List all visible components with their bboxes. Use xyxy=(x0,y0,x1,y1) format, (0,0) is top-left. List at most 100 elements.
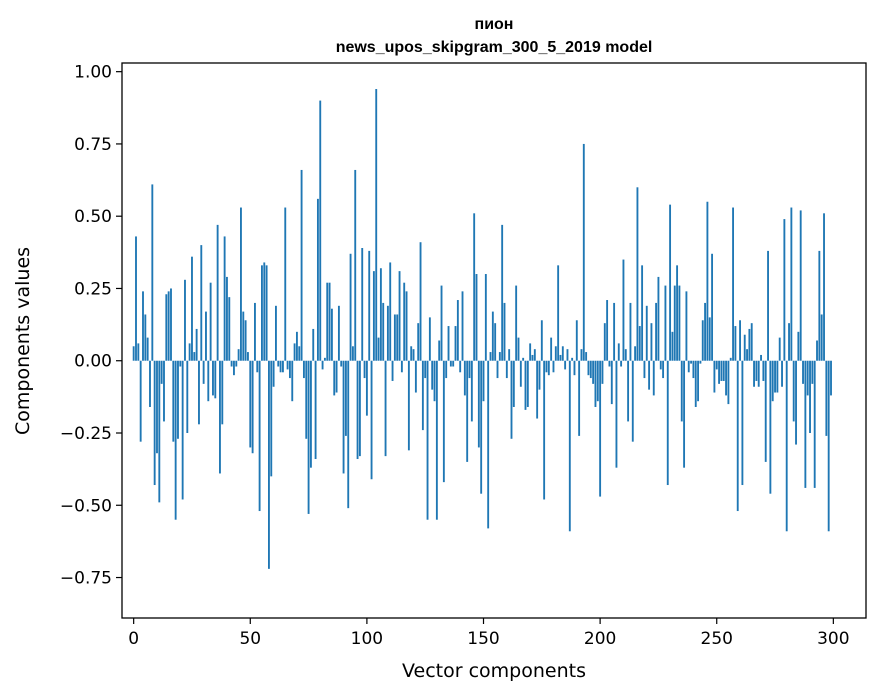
bar-62 xyxy=(277,360,280,367)
bar-1 xyxy=(135,236,137,361)
x-axis-label: Vector components xyxy=(402,660,586,682)
bar-213 xyxy=(629,302,632,361)
bar-33 xyxy=(209,282,212,361)
bar-290 xyxy=(809,360,811,433)
bar-285 xyxy=(797,331,800,361)
bar-198 xyxy=(594,360,597,407)
bar-259 xyxy=(736,360,739,512)
bar-177 xyxy=(545,360,548,373)
bar-37 xyxy=(219,360,221,474)
bar-156 xyxy=(496,360,499,379)
bar-248 xyxy=(711,253,714,361)
bar-151 xyxy=(484,274,487,361)
bar-139 xyxy=(456,300,459,361)
bar-20 xyxy=(179,360,182,367)
bar-137 xyxy=(452,360,455,367)
bars-group xyxy=(132,89,832,569)
bar-112 xyxy=(393,314,396,361)
bar-142 xyxy=(463,360,466,396)
bar-130 xyxy=(435,360,438,520)
bar-228 xyxy=(664,285,667,361)
bar-262 xyxy=(743,334,746,361)
bar-254 xyxy=(725,360,727,396)
bar-267 xyxy=(755,360,758,381)
bar-154 xyxy=(491,311,494,361)
bar-117 xyxy=(405,291,408,361)
bar-78 xyxy=(314,360,317,460)
bar-222 xyxy=(650,323,653,361)
bar-5 xyxy=(144,314,147,361)
bar-116 xyxy=(403,282,406,361)
bar-294 xyxy=(818,250,821,361)
bar-134 xyxy=(445,360,448,379)
bar-30 xyxy=(202,360,205,384)
bar-266 xyxy=(753,360,755,387)
bar-291 xyxy=(811,360,814,384)
bar-192 xyxy=(580,349,583,361)
bar-182 xyxy=(557,265,560,361)
bar-10 xyxy=(156,360,158,454)
bar-49 xyxy=(247,352,249,361)
bar-226 xyxy=(659,360,662,370)
bar-158 xyxy=(501,224,504,361)
bar-299 xyxy=(830,360,832,396)
bar-181 xyxy=(554,346,557,361)
bar-250 xyxy=(715,360,718,370)
bar-231 xyxy=(671,331,674,361)
bar-234 xyxy=(678,285,681,361)
bar-188 xyxy=(571,357,574,361)
bar-86 xyxy=(333,360,336,396)
bar-172 xyxy=(533,349,536,361)
bar-260 xyxy=(739,320,741,361)
bar-19 xyxy=(177,360,179,439)
bar-72 xyxy=(300,169,303,361)
bar-107 xyxy=(382,302,385,361)
bar-274 xyxy=(771,360,774,402)
bar-36 xyxy=(216,224,219,361)
bar-279 xyxy=(783,219,786,361)
bar-69 xyxy=(293,343,296,361)
bar-163 xyxy=(512,360,515,407)
bar-281 xyxy=(788,323,790,361)
bar-215 xyxy=(634,346,637,361)
bar-152 xyxy=(487,360,490,529)
bar-2 xyxy=(137,343,140,361)
bar-224 xyxy=(655,302,658,361)
bar-3 xyxy=(139,360,142,442)
plot-frame xyxy=(121,62,867,619)
bar-220 xyxy=(645,305,648,361)
bar-35 xyxy=(214,360,217,399)
bar-45 xyxy=(237,349,240,361)
bar-29 xyxy=(200,245,203,361)
bar-66 xyxy=(286,360,289,370)
bar-216 xyxy=(636,187,639,361)
bar-194 xyxy=(585,352,588,361)
bar-27 xyxy=(195,328,198,361)
bar-268 xyxy=(757,360,760,387)
bar-140 xyxy=(459,360,462,373)
bar-128 xyxy=(431,360,434,390)
bar-227 xyxy=(662,360,665,379)
ticks-group: 0 50 100 150 200 250 300 −0.75 −0.50 −0.25 0.00 0.2… xyxy=(60,63,850,649)
bar-111 xyxy=(391,360,394,381)
bar-96 xyxy=(356,360,359,460)
bar-24 xyxy=(188,343,191,361)
y-tick-label-6: 0.75 xyxy=(74,135,112,155)
bar-280 xyxy=(785,360,788,532)
bar-295 xyxy=(820,314,823,361)
bar-293 xyxy=(816,340,818,361)
bar-189 xyxy=(573,360,576,376)
bar-221 xyxy=(648,360,651,390)
bar-282 xyxy=(790,207,793,361)
bar-120 xyxy=(412,349,415,361)
bar-83 xyxy=(326,282,329,361)
bar-85 xyxy=(330,308,333,361)
bar-199 xyxy=(596,360,599,402)
bar-296 xyxy=(823,213,825,361)
bar-99 xyxy=(363,360,366,379)
bar-191 xyxy=(578,360,581,436)
bar-118 xyxy=(407,360,410,451)
bar-61 xyxy=(275,305,277,361)
bar-196 xyxy=(589,360,592,379)
